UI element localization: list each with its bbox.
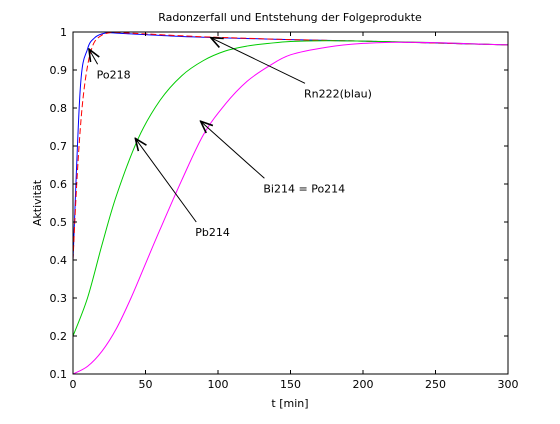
annotation-arrow-2 xyxy=(211,38,306,84)
series-line-2 xyxy=(73,32,508,261)
annotation-layer: Po218 Rn222(blau) Bi214 = Po214 Pb214 xyxy=(89,38,372,239)
y-tick-label: 0.9 xyxy=(50,64,68,77)
x-axis-label: t [min] xyxy=(271,397,308,410)
y-tick-label: 0.8 xyxy=(50,102,68,115)
x-tick-label: 250 xyxy=(425,378,446,391)
annotation-label-1: Po218 xyxy=(97,68,131,81)
annotation-label-3: Bi214 = Po214 xyxy=(263,182,345,195)
plot-frame xyxy=(72,31,509,375)
y-tick-label: 0.6 xyxy=(50,178,68,191)
series-line-1 xyxy=(73,32,508,261)
x-tick-label: 200 xyxy=(353,378,374,391)
x-tick-label: 100 xyxy=(208,378,229,391)
x-tick-label: 300 xyxy=(498,378,519,391)
x-tick-label: 0 xyxy=(70,378,77,391)
y-tick-label: 0.7 xyxy=(50,140,68,153)
y-tick-label: 0.5 xyxy=(50,216,68,229)
annotation-arrow-4 xyxy=(135,138,197,223)
annotation-arrow-1 xyxy=(89,49,98,65)
y-axis-label: Aktivität xyxy=(31,179,44,226)
chart-title: Radonzerfall und Entstehung der Folgepro… xyxy=(158,11,422,24)
annotation-arrow-3 xyxy=(201,121,265,179)
series-layer xyxy=(73,32,508,374)
y-tick-label: 0.4 xyxy=(50,254,68,267)
series-line-4 xyxy=(73,41,508,374)
ticks-layer: 0 50 100 150 200 250 300 0.1 0.2 0.3 0.4 0.5 0.6 0.7 0… xyxy=(50,26,519,391)
y-tick-label: 1 xyxy=(60,26,67,39)
y-tick-label: 0.1 xyxy=(50,368,68,381)
x-tick-label: 50 xyxy=(139,378,153,391)
annotation-label-2: Rn222(blau) xyxy=(304,87,372,100)
x-tick-label: 150 xyxy=(280,378,301,391)
y-tick-label: 0.3 xyxy=(50,292,68,305)
annotation-label-4: Pb214 xyxy=(195,226,230,239)
y-tick-label: 0.2 xyxy=(50,330,68,343)
